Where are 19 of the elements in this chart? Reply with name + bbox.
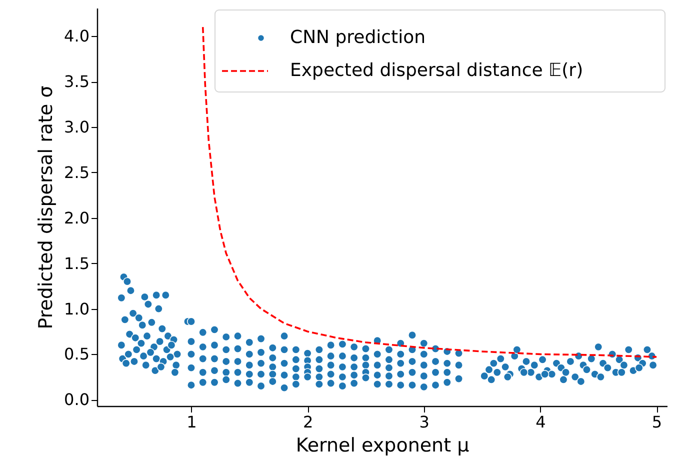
y-tick-label: 0.5 — [64, 344, 90, 364]
x-tick-label: 1 — [186, 412, 197, 432]
legend-label: Expected dispersal distance 𝔼(r) — [290, 60, 584, 81]
y-tick-label: 3.5 — [64, 72, 90, 92]
y-tick-label: 1.5 — [64, 254, 90, 273]
y-tick-label: 2.5 — [64, 162, 90, 182]
y-axis-title: Predicted dispersal rate σ — [35, 86, 58, 330]
x-tick-label: 3 — [419, 412, 430, 432]
x-tick-label: 5 — [652, 412, 662, 432]
y-tick-label: 0.0 — [64, 390, 90, 410]
y-tick-label: 4.0 — [64, 26, 90, 46]
y-tick-label: 2.0 — [64, 208, 90, 228]
legend-label: CNN prediction — [290, 27, 426, 48]
x-tick-label: 4 — [536, 412, 546, 432]
x-tick-label: 2 — [302, 412, 314, 432]
x-axis-title: Kernel exponent μ — [296, 434, 470, 456]
y-tick-label: 1.0 — [64, 299, 90, 318]
line-series — [202, 26, 658, 358]
y-tick-label: 3.0 — [64, 118, 90, 137]
